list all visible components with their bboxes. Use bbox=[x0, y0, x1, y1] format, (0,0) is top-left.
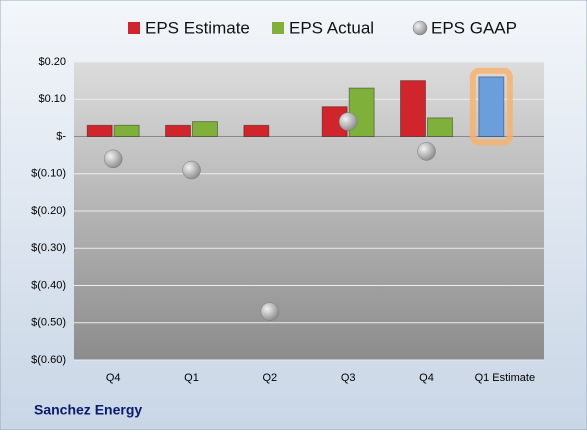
point bbox=[182, 160, 201, 180]
point bbox=[417, 142, 436, 161]
bar bbox=[478, 76, 505, 137]
legend-marker bbox=[128, 22, 140, 34]
bar bbox=[400, 80, 426, 137]
highlight-glow bbox=[469, 67, 513, 146]
bar bbox=[427, 117, 453, 137]
point bbox=[103, 149, 123, 169]
x-tick-label: Q1 Estimate bbox=[475, 372, 536, 384]
y-tick-label: $(0.10) bbox=[31, 168, 66, 180]
x-tick-label: Q2 bbox=[262, 372, 277, 384]
y-tick-label: $(0.50) bbox=[31, 317, 66, 329]
x-tick-label: Q4 bbox=[106, 372, 121, 384]
x-tick-label: Q3 bbox=[341, 372, 356, 384]
point bbox=[338, 112, 358, 131]
x-tick-label: Q1 bbox=[184, 372, 199, 384]
legend-label: EPS GAAP bbox=[431, 18, 517, 37]
legend-marker bbox=[412, 20, 428, 36]
y-tick-label: $0.20 bbox=[38, 56, 66, 68]
legend-label: EPS Actual bbox=[289, 18, 374, 37]
y-tick-label: $0.10 bbox=[38, 93, 66, 105]
point bbox=[260, 302, 280, 321]
legend-marker bbox=[272, 22, 284, 34]
bar bbox=[86, 124, 113, 137]
y-tick-label: $(0.60) bbox=[31, 354, 66, 366]
bar bbox=[243, 124, 270, 137]
y-tick-label: $(0.30) bbox=[31, 242, 66, 254]
y-tick-label: $- bbox=[56, 130, 66, 142]
legend-label: EPS Estimate bbox=[145, 18, 250, 37]
x-tick-label: Q4 bbox=[419, 372, 434, 384]
bar bbox=[192, 121, 218, 137]
y-tick-label: $(0.20) bbox=[31, 205, 66, 217]
chart-title: Sanchez Energy bbox=[34, 402, 142, 418]
bar bbox=[165, 124, 191, 137]
bar bbox=[113, 124, 140, 137]
y-tick-label: $(0.40) bbox=[31, 279, 66, 291]
